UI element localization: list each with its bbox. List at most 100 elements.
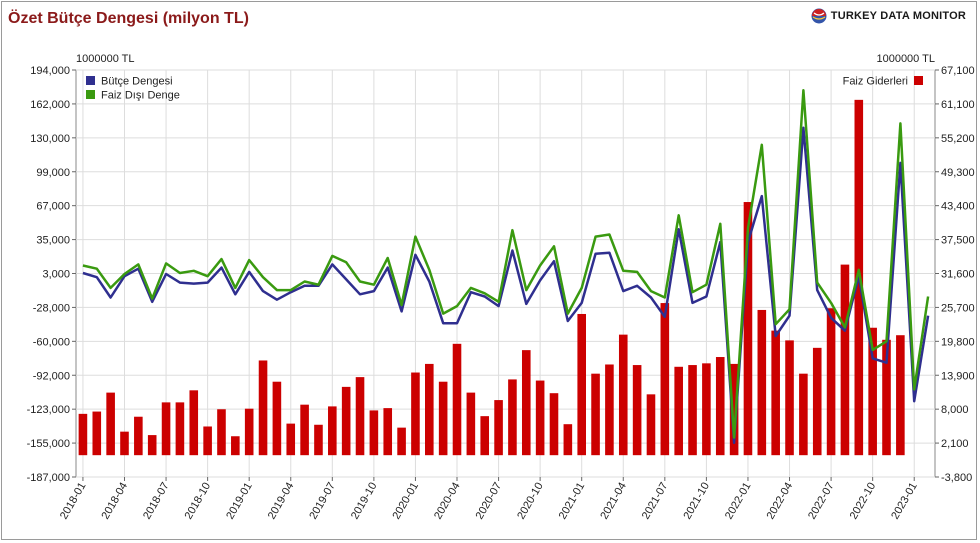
interest-bar	[688, 365, 697, 456]
left-tick-label: -60,000	[33, 336, 70, 348]
interest-bar	[438, 381, 448, 456]
left-tick-label: -187,000	[27, 472, 70, 484]
x-tick-label: 2019-07	[307, 481, 338, 522]
interest-bar	[660, 303, 670, 456]
brand-logo: TURKEY DATA MONITOR	[811, 8, 966, 24]
right-tick-label: 13,900	[941, 370, 975, 382]
interest-bar	[549, 393, 559, 456]
legend-label-primary[interactable]: Faiz Dışı Denge	[101, 90, 180, 102]
x-tick-label: 2022-07	[806, 481, 837, 522]
interest-bar	[812, 347, 822, 456]
legend-swatch-interest	[914, 76, 923, 85]
interest-bar	[425, 363, 434, 456]
interest-bar	[369, 410, 379, 456]
interest-bar	[286, 423, 296, 456]
right-tick-label: 25,700	[941, 302, 975, 314]
x-tick-label: 2021-10	[681, 481, 712, 522]
series-line-primary	[82, 89, 930, 439]
interest-bar	[161, 402, 171, 456]
right-tick-label: 19,800	[941, 336, 975, 348]
x-tick-label: 2022-01	[723, 481, 754, 522]
legend-right: Faiz Giderleri	[843, 76, 923, 88]
interest-bar	[147, 435, 157, 456]
x-tick-label: 2020-07	[474, 481, 505, 522]
interest-bar	[258, 360, 268, 456]
interest-bar	[466, 392, 476, 456]
right-tick-label: 55,200	[941, 133, 975, 145]
interest-bar	[757, 309, 767, 456]
left-tick-label: 130,000	[30, 133, 70, 145]
left-tick-label: 99,000	[36, 167, 70, 179]
interest-bar	[826, 308, 836, 456]
interest-bar	[896, 335, 905, 456]
interest-bar	[563, 424, 573, 456]
interest-bar	[244, 408, 254, 456]
interest-bar	[591, 373, 600, 456]
interest-bar	[189, 390, 199, 456]
right-tick-label: 37,500	[941, 235, 975, 247]
right-axis-ticks: 67,100 61,100 55,200 49,300 43,400 37,500 31,6…	[941, 65, 975, 484]
interest-bar	[618, 334, 628, 456]
interest-bar	[868, 327, 877, 456]
legend-label-interest[interactable]: Faiz Giderleri	[843, 76, 908, 88]
interest-bar	[605, 364, 614, 456]
x-tick-label: 2022-10	[848, 481, 879, 522]
right-tick-label: 61,100	[941, 99, 975, 111]
x-tick-label: 2018-07	[141, 481, 172, 522]
interest-bar	[203, 426, 212, 456]
interest-bar	[771, 330, 780, 456]
interest-bar	[674, 366, 683, 456]
interest-bar	[632, 365, 642, 456]
interest-bar	[799, 373, 808, 456]
left-tick-label: -28,000	[33, 302, 70, 314]
interest-bar	[521, 350, 531, 456]
x-tick-label: 2018-01	[58, 481, 89, 522]
x-tick-label: 2021-07	[640, 481, 671, 522]
brand-name: TURKEY DATA MONITOR	[830, 10, 966, 22]
interest-bar	[508, 379, 517, 456]
interest-bar	[729, 363, 739, 456]
left-axis-unit: 1000000 TL	[76, 53, 135, 65]
chart-title: Özet Bütçe Dengesi (milyon TL)	[8, 10, 249, 27]
interest-bar	[397, 427, 406, 456]
x-axis-ticks: 2018-01 2018-04 2018-07 2018-10 2019-01 2019-…	[58, 477, 920, 521]
balance-lines	[82, 89, 930, 445]
legend-label-budget[interactable]: Bütçe Dengesi	[101, 76, 173, 88]
interest-bar	[743, 202, 753, 456]
x-tick-label: 2023-01	[889, 481, 920, 522]
right-tick-label: 49,300	[941, 167, 975, 179]
interest-bar	[134, 416, 143, 456]
globe-icon	[811, 8, 827, 24]
series-line-budget	[82, 126, 930, 445]
left-tick-label: 162,000	[30, 99, 70, 111]
interest-bar	[300, 404, 309, 456]
right-tick-label: -3,800	[941, 472, 972, 484]
left-tick-label: 194,000	[30, 65, 70, 77]
left-tick-label: 67,000	[36, 201, 70, 213]
x-tick-label: 2020-04	[432, 481, 463, 522]
interest-bar	[411, 372, 420, 456]
right-tick-label: 67,100	[941, 65, 975, 77]
interest-bar	[120, 431, 129, 456]
legend-left: Bütçe Dengesi Faiz Dışı Denge	[86, 76, 180, 102]
interest-bar	[702, 363, 711, 456]
right-axis-unit: 1000000 TL	[876, 53, 935, 65]
left-tick-label: 35,000	[36, 235, 70, 247]
interest-bar	[106, 392, 115, 456]
interest-bar	[231, 436, 240, 456]
interest-bar	[840, 264, 850, 456]
interest-bar	[341, 386, 351, 456]
interest-bar	[314, 424, 323, 456]
x-tick-label: 2018-10	[183, 481, 214, 522]
x-tick-label: 2019-10	[349, 481, 380, 522]
left-tick-label: -155,000	[27, 438, 70, 450]
left-tick-label: -92,000	[33, 370, 70, 382]
x-tick-label: 2021-01	[557, 481, 588, 522]
x-tick-label: 2019-04	[266, 481, 297, 522]
interest-bar	[328, 406, 337, 456]
x-tick-label: 2020-01	[390, 481, 421, 522]
interest-bar	[452, 343, 462, 456]
legend-swatch-primary	[86, 90, 95, 99]
x-tick-label: 2021-04	[598, 481, 629, 522]
legend-swatch-budget	[86, 76, 95, 85]
